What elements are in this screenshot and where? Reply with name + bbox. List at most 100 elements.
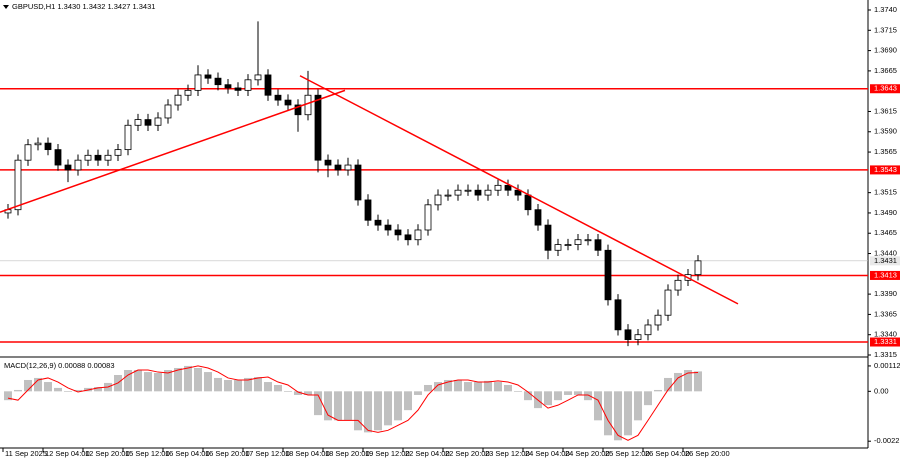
y-tick-label: 1.3615 [874, 106, 897, 115]
trend-line [0, 89, 346, 213]
macd-bar [564, 391, 572, 395]
candle-body [634, 334, 642, 340]
macd-bar [454, 379, 462, 392]
macd-bar [404, 391, 412, 411]
candle-body [494, 184, 502, 191]
macd-bar [244, 377, 252, 392]
macd-bar [594, 391, 602, 421]
candle-body [394, 229, 402, 236]
macd-bar [354, 391, 362, 431]
candle-body [334, 164, 342, 171]
candle-body [74, 159, 82, 171]
candle-body [654, 314, 662, 326]
candle-body [174, 94, 182, 106]
candle-body [554, 244, 562, 251]
macd-bar [154, 372, 162, 392]
chart-title: GBPUSD,H1 1.3430 1.3432 1.3427 1.3431 [12, 2, 155, 11]
y-tick-label: 1.3740 [874, 5, 897, 14]
macd-signal-line [7, 365, 699, 441]
macd-bar [174, 367, 182, 392]
x-tick-label: 18 Sep 20:00 [325, 449, 370, 458]
macd-bar [144, 372, 152, 392]
macd-bar [314, 391, 322, 416]
y-tick-label: 0.00 [874, 386, 889, 395]
macd-bar [234, 379, 242, 392]
x-tick-label: 22 Sep 20:00 [445, 449, 490, 458]
macd-bar [424, 384, 432, 392]
macd-bar [644, 391, 652, 406]
macd-bar [544, 391, 552, 406]
macd-bar [194, 367, 202, 392]
macd-bar [64, 391, 72, 393]
macd-bar [444, 379, 452, 392]
macd-bar [294, 391, 302, 395]
candle-body [164, 104, 172, 119]
y-tick-label: 1.3315 [874, 350, 897, 359]
macd-bar [54, 387, 62, 392]
macd-bar [34, 377, 42, 392]
macd-bar [224, 379, 232, 392]
macd-bar [204, 372, 212, 392]
candle-body [454, 189, 462, 196]
candle-body [214, 77, 222, 86]
macd-bar [654, 389, 662, 392]
candle-body [664, 289, 672, 316]
candle-body [574, 239, 582, 246]
macd-bar [504, 384, 512, 392]
x-tick-label: 19 Sep 12:00 [365, 449, 410, 458]
x-tick-label: 26 Sep 04:00 [645, 449, 690, 458]
candle-body [644, 324, 652, 336]
candle-body [374, 219, 382, 226]
y-tick-label: -0.0022 [874, 436, 899, 445]
macd-bar [614, 391, 622, 441]
x-tick-label: 26 Sep 20:00 [685, 449, 730, 458]
level-label: 1.3413 [874, 270, 897, 279]
candle-body [604, 249, 612, 301]
macd-bar [134, 370, 142, 392]
macd-bar [374, 391, 382, 431]
candle-body [624, 329, 632, 340]
candle-body [94, 154, 102, 161]
candle-body [484, 189, 492, 196]
level-label: 1.3331 [874, 337, 897, 346]
level-label-box [870, 270, 900, 280]
macd-title: MACD(12,26,9) 0.00088 0.00083 [4, 361, 115, 370]
x-tick-label: 16 Sep 04:00 [165, 449, 210, 458]
candle-body [14, 159, 22, 211]
candle-body [594, 239, 602, 251]
y-tick-label: 1.3590 [874, 127, 897, 136]
x-tick-label: 15 Sep 12:00 [125, 449, 170, 458]
candle-body [534, 209, 542, 226]
candle-body [404, 234, 412, 241]
candle-body [314, 94, 322, 161]
candle-body [54, 149, 62, 166]
candle-body [254, 74, 262, 81]
level-label-box [870, 84, 900, 94]
candle-body [84, 154, 92, 161]
macd-bar [684, 370, 692, 392]
x-tick-label: 11 Sep 2025 [5, 449, 47, 458]
macd-bar [494, 382, 502, 392]
candle-body [344, 164, 352, 171]
macd-bar [694, 371, 702, 392]
macd-bar [434, 382, 442, 392]
candle-body [354, 164, 362, 201]
y-tick-label: 1.3690 [874, 46, 897, 55]
candle-body [64, 164, 72, 171]
macd-bar [124, 370, 132, 392]
candle-body [194, 74, 202, 91]
macd-bar [464, 382, 472, 392]
candle-body [24, 144, 32, 161]
macd-bar [274, 384, 282, 392]
macd-bar [514, 391, 522, 393]
candle-body [134, 119, 142, 126]
candle-body [424, 204, 432, 231]
y-tick-label: 1.3515 [874, 188, 897, 197]
macd-bar [394, 391, 402, 421]
y-tick-label: 0.00112 [874, 361, 900, 370]
candle-body [674, 279, 682, 291]
macd-bar [344, 391, 352, 421]
x-tick-label: 17 Sep 12:00 [245, 449, 290, 458]
macd-bar [304, 391, 312, 395]
